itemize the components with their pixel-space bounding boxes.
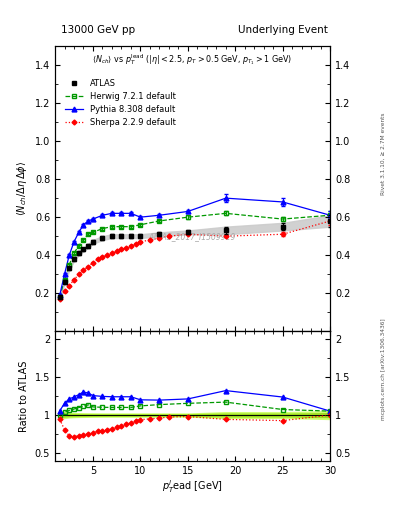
Text: 13000 GeV pp: 13000 GeV pp (61, 25, 135, 35)
Legend: ATLAS, Herwig 7.2.1 default, Pythia 8.308 default, Sherpa 2.2.9 default: ATLAS, Herwig 7.2.1 default, Pythia 8.30… (65, 79, 176, 127)
Text: Underlying Event: Underlying Event (238, 25, 328, 35)
Text: mcplots.cern.ch [arXiv:1306.3436]: mcplots.cern.ch [arXiv:1306.3436] (381, 318, 386, 419)
X-axis label: $p_T^l$ead [GeV]: $p_T^l$ead [GeV] (162, 478, 223, 495)
Text: $\langle N_{ch}\rangle$ vs $p_T^{\rm lead}$ ($|\eta|<2.5,\,p_T>0.5$ GeV, $p_{T_1: $\langle N_{ch}\rangle$ vs $p_T^{\rm lea… (92, 52, 293, 67)
Text: ATLAS_2017_I1509919: ATLAS_2017_I1509919 (149, 232, 236, 242)
Text: Rivet 3.1.10, ≥ 2.7M events: Rivet 3.1.10, ≥ 2.7M events (381, 112, 386, 195)
Y-axis label: $\langle N_{ch}/\Delta\eta\,\Delta\phi\rangle$: $\langle N_{ch}/\Delta\eta\,\Delta\phi\r… (15, 161, 29, 216)
Y-axis label: Ratio to ATLAS: Ratio to ATLAS (19, 360, 29, 432)
